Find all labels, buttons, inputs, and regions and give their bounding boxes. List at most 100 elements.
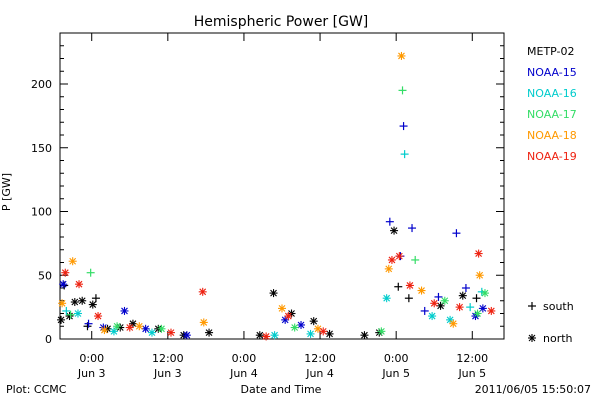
- north-marker: [141, 324, 150, 333]
- north-marker: [57, 315, 66, 324]
- legend-entry-noaa-18: NOAA-18: [527, 129, 577, 142]
- south-marker: [528, 302, 536, 310]
- north-marker: [377, 327, 386, 336]
- south-marker: [400, 150, 409, 159]
- x-tick-time-label: 0:00: [79, 352, 104, 365]
- north-marker: [440, 296, 449, 305]
- marker-legend: south north: [528, 300, 574, 345]
- north-marker: [59, 280, 68, 289]
- south-marker: [411, 255, 420, 264]
- north-marker: [128, 319, 137, 328]
- y-tick-label: 50: [38, 269, 52, 282]
- footer-timestamp: 2011/06/05 15:50:07: [475, 383, 591, 396]
- north-marker: [262, 332, 271, 341]
- south-marker: [420, 306, 429, 315]
- north-marker: [478, 304, 487, 313]
- north-marker: [94, 312, 103, 321]
- south-marker: [86, 268, 95, 277]
- south-marker: [399, 122, 408, 131]
- north-marker: [120, 306, 129, 315]
- north-marker: [61, 268, 70, 277]
- north-marker: [113, 322, 122, 331]
- south-marker: [472, 294, 481, 303]
- north-marker: [100, 326, 109, 335]
- y-tick-label: 0: [45, 333, 52, 346]
- north-marker: [290, 323, 299, 332]
- x-tick-date-label: Jun 5: [381, 367, 410, 380]
- x-tick-date-label: Jun 3: [153, 367, 182, 380]
- south-marker: [461, 284, 470, 292]
- north-marker: [480, 289, 489, 298]
- north-marker: [387, 255, 396, 264]
- north-marker: [205, 328, 214, 337]
- north-marker: [309, 317, 318, 326]
- x-tick-time-label: 0:00: [384, 352, 409, 365]
- chart-title: Hemispheric Power [GW]: [194, 14, 369, 30]
- y-tick-label: 200: [31, 78, 52, 91]
- x-axis-ticks: 0:00 Jun 3 12:00 Jun 3 0:00 Jun 4 12:00 Jun 4 0:…: [77, 33, 488, 380]
- north-marker: [255, 331, 264, 340]
- north-marker: [284, 312, 293, 321]
- north-marker: [65, 312, 74, 321]
- x-tick-date-label: Jun 4: [305, 367, 334, 380]
- north-marker: [125, 323, 134, 332]
- legend-entry-metp-02: METP-02: [527, 45, 575, 58]
- legend-entry-noaa-16: NOAA-16: [527, 87, 577, 100]
- north-marker: [58, 299, 67, 308]
- north-marker: [397, 51, 406, 60]
- footer-plot-credit: Plot: CCMC: [6, 383, 67, 396]
- marker-legend-north-label: north: [543, 332, 573, 345]
- north-marker: [428, 312, 437, 321]
- north-marker: [73, 309, 82, 318]
- south-marker: [408, 224, 417, 233]
- north-marker: [382, 294, 391, 303]
- x-tick-time-label: 12:00: [456, 352, 488, 365]
- south-marker: [66, 310, 75, 319]
- legend-entry-noaa-15: NOAA-15: [527, 66, 577, 79]
- x-tick-date-label: Jun 5: [457, 367, 486, 380]
- south-marker: [466, 303, 475, 312]
- north-marker: [68, 257, 77, 266]
- north-marker: [473, 309, 482, 318]
- south-marker: [84, 319, 93, 328]
- north-marker: [147, 328, 156, 337]
- legend-entry-noaa-19: NOAA-19: [527, 150, 577, 163]
- north-marker: [417, 286, 426, 295]
- south-marker: [394, 282, 403, 291]
- y-axis-label: P [GW]: [0, 173, 13, 211]
- north-marker: [528, 334, 536, 342]
- north-marker: [78, 296, 87, 305]
- plot-area-frame: [59, 32, 505, 340]
- north-marker: [384, 264, 393, 273]
- south-marker: [385, 217, 394, 226]
- north-marker: [199, 318, 208, 327]
- north-marker: [360, 331, 369, 340]
- x-tick-date-label: Jun 4: [229, 367, 258, 380]
- north-marker: [269, 289, 278, 298]
- y-axis-ticks: 0 50 100 150 200: [31, 45, 504, 346]
- marker-legend-south-label: south: [543, 300, 574, 313]
- series-legend: METP-02 NOAA-15 NOAA-16 NOAA-17 NOAA-18 NOAA-…: [527, 45, 577, 163]
- north-marker: [278, 304, 286, 313]
- north-marker: [70, 298, 79, 307]
- north-marker: [75, 280, 84, 289]
- south-marker: [434, 292, 443, 301]
- x-tick-date-label: Jun 3: [77, 367, 106, 380]
- south-marker: [452, 229, 461, 238]
- x-tick-time-label: 12:00: [152, 352, 184, 365]
- north-marker: [198, 287, 207, 296]
- north-marker: [306, 329, 315, 338]
- north-marker: [157, 324, 166, 333]
- north-marker: [405, 281, 414, 290]
- north-marker: [455, 303, 464, 312]
- legend-entry-noaa-17: NOAA-17: [527, 108, 577, 121]
- north-marker: [436, 301, 445, 310]
- north-marker: [430, 299, 439, 308]
- y-tick-label: 100: [31, 206, 52, 219]
- south-marker: [398, 86, 407, 95]
- north-marker: [319, 327, 328, 336]
- north-marker: [135, 322, 144, 331]
- north-marker: [297, 320, 306, 329]
- north-marker: [167, 328, 175, 337]
